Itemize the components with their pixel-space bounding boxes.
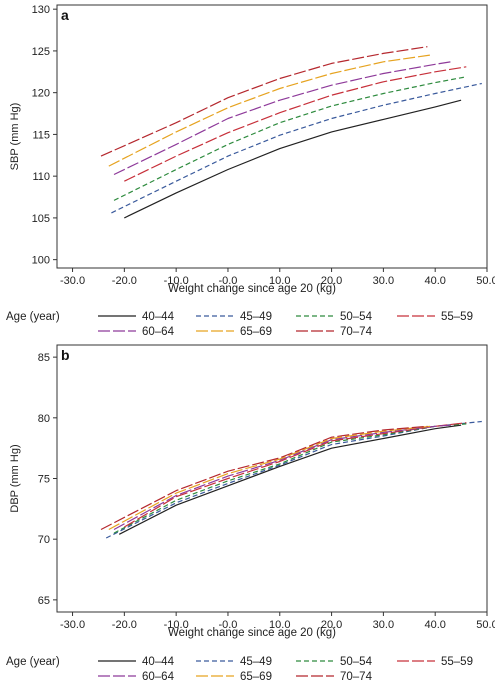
series-line-3 <box>113 423 467 534</box>
series-line-5 <box>113 424 451 531</box>
series-line-3 <box>113 76 467 201</box>
legend-entry-label: 70–74 <box>340 671 373 683</box>
x-tick-label: 30.0 <box>373 619 394 631</box>
x-axis-label: Weight change since age 20 (kg) <box>168 283 336 295</box>
legend-entry-label: 60–64 <box>142 326 175 338</box>
x-tick-label: 20.0 <box>321 619 342 631</box>
series-line-1 <box>118 424 462 535</box>
series-line-1 <box>124 99 462 219</box>
plot-frame <box>56 344 488 613</box>
x-axis-label: Weight change since age 20 (kg) <box>168 627 336 639</box>
legend-entry-label: 60–64 <box>142 671 175 683</box>
x-tick-label: 10.0 <box>269 275 290 287</box>
x-tick-label: 10.0 <box>269 619 290 631</box>
chart-panel-a: a 100 105 110 115 120 125 130 -30.0 -20.0 -10.0 -0.… <box>6 4 495 338</box>
x-tick-label: 40.0 <box>424 275 445 287</box>
x-tick-label: -0.0 <box>218 619 237 631</box>
legend-entry-label: 45–49 <box>240 656 272 668</box>
series-line-2 <box>105 420 482 539</box>
x-tick-label: 50.0 <box>476 619 495 631</box>
x-tick-label: 50.0 <box>476 275 495 287</box>
series-line-2 <box>111 82 482 214</box>
y-axis-label: SBP (mm Hg) <box>9 103 21 171</box>
x-tick-label: -30.0 <box>60 619 85 631</box>
y-tick-label: 80 <box>38 413 50 425</box>
y-tick-label: 125 <box>32 46 50 58</box>
y-tick-label: 105 <box>32 213 50 225</box>
legend-entry-label: 40–44 <box>142 311 175 323</box>
x-tick-label: -10.0 <box>164 275 189 287</box>
legend-entry-label: 55–59 <box>441 311 473 323</box>
x-tick-label: 20.0 <box>321 275 342 287</box>
panel-label: b <box>61 347 70 363</box>
chart-panel-b: b 65 70 75 80 85 -30.0 -20.0 -10.0 -0.0 10.0 20.0 30… <box>6 344 495 683</box>
series-line-6 <box>108 425 431 531</box>
legend-entry-label: 45–49 <box>240 311 272 323</box>
series-line-6 <box>108 54 431 167</box>
plot-frame <box>56 4 488 269</box>
y-tick-label: 65 <box>38 595 50 607</box>
y-tick-label: 130 <box>32 4 50 16</box>
y-tick-label: 100 <box>32 255 50 267</box>
series-line-4 <box>124 66 467 182</box>
series-line-7 <box>100 425 428 531</box>
x-tick-label: 40.0 <box>424 619 445 631</box>
y-tick-label: 120 <box>32 88 50 100</box>
y-tick-label: 110 <box>32 171 50 183</box>
x-tick-label: -20.0 <box>112 275 137 287</box>
y-axis-label: DBP (mm Hg) <box>9 444 21 512</box>
y-tick-label: 70 <box>38 534 50 546</box>
x-tick-label: -0.0 <box>218 275 237 287</box>
legend-entry-label: 55–59 <box>441 656 473 668</box>
legend-entry-label: 65–69 <box>240 326 272 338</box>
series-line-5 <box>113 61 451 176</box>
legend-title: Age (year) <box>6 656 60 668</box>
y-tick-label: 75 <box>38 474 50 486</box>
series-line-4 <box>123 422 467 528</box>
x-tick-label: 30.0 <box>373 275 394 287</box>
legend-entry-label: 65–69 <box>240 671 272 683</box>
x-tick-label: -30.0 <box>60 275 85 287</box>
legend-entry-label: 50–54 <box>340 311 373 323</box>
legend-entry-label: 40–44 <box>142 656 175 668</box>
y-tick-label: 85 <box>38 352 50 364</box>
panel-label: a <box>61 7 69 23</box>
legend-entry-label: 70–74 <box>340 326 373 338</box>
x-tick-label: -20.0 <box>112 619 137 631</box>
series-line-7 <box>100 46 428 157</box>
x-tick-label: -10.0 <box>164 619 189 631</box>
legend-entry-label: 50–54 <box>340 656 373 668</box>
legend-title: Age (year) <box>6 311 60 323</box>
y-tick-label: 115 <box>32 129 50 141</box>
